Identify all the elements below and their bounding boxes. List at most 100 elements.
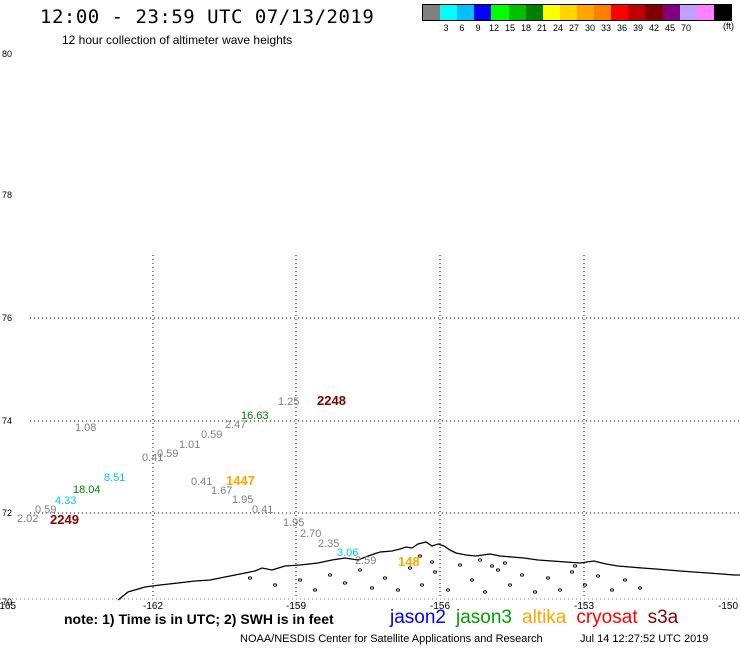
wave-height-value: 148	[398, 554, 420, 569]
legend-tick-label: 6	[459, 23, 465, 33]
legend-swatch	[713, 5, 731, 20]
legend-swatch	[559, 5, 577, 20]
wave-height-value: 16.63	[241, 410, 269, 422]
credit-line: NOAA/NESDIS Center for Satellite Applica…	[240, 633, 543, 645]
lake-mark	[417, 554, 423, 558]
legend-swatch	[491, 5, 509, 20]
wave-height-value: 1447	[226, 473, 255, 488]
lake-mark	[469, 578, 475, 582]
legend-swatch	[423, 5, 441, 20]
legend-tick-label: 30	[584, 23, 595, 33]
lake-mark	[637, 586, 643, 590]
lake-mark	[327, 573, 333, 577]
wave-height-value: 0.41	[142, 452, 163, 464]
wave-height-value: 2.35	[318, 538, 339, 550]
longitude-label: -153	[574, 601, 594, 612]
wave-height-value: 3.06	[337, 547, 358, 559]
legend-swatch	[679, 5, 697, 20]
wave-height-value: 2248	[317, 393, 346, 408]
legend-tick-label: 12	[488, 23, 499, 33]
map-grid: 80 78 76 74 72 70-165 -162 -159 -156 -153 -150	[0, 49, 740, 612]
lake-mark	[519, 573, 525, 577]
legend-swatch	[611, 5, 629, 20]
legend-tick-label: 15	[504, 23, 515, 33]
legend-swatch	[508, 5, 526, 20]
wave-height-value: 2249	[50, 512, 79, 527]
lake-mark	[572, 564, 578, 568]
legend-tick-label: 9	[475, 23, 481, 33]
lake-mark	[445, 588, 451, 592]
legend-swatch	[542, 5, 560, 20]
lake-mark	[419, 583, 425, 587]
lake-mark	[557, 588, 563, 592]
latitude-label: 72	[2, 508, 12, 518]
wave-height-value: 2.02	[17, 513, 38, 525]
lake-mark	[477, 558, 483, 562]
legend-tick-label: 18	[520, 23, 531, 33]
legend-swatch	[645, 5, 663, 20]
latitude-label: 80	[2, 49, 12, 59]
lake-mark	[507, 583, 513, 587]
lake-mark	[297, 578, 303, 582]
footnote: note: 1) Time is in UTC; 2) SWH is in fe…	[64, 611, 334, 627]
satellite-label-jason3: jason3	[456, 607, 512, 628]
lake-mark	[582, 583, 588, 587]
wave-height-value: 0.59	[201, 429, 222, 441]
lake-mark	[595, 574, 601, 578]
longitude-label: -162	[143, 601, 163, 612]
wave-height-value: 2.59	[355, 555, 376, 567]
wave-height-value: 0.59	[157, 448, 178, 460]
lake-mark	[342, 581, 348, 585]
wave-height-value: 2.70	[300, 528, 321, 540]
legend-swatch	[457, 5, 475, 20]
lake-mark	[532, 590, 538, 594]
lake-mark	[495, 568, 501, 572]
lake-mark	[312, 588, 318, 592]
lake-mark	[357, 568, 363, 572]
legend-swatch	[440, 5, 458, 20]
legend-tick-label: 70	[680, 23, 691, 33]
map-title: 12:00 - 23:59 UTC 07/13/2019	[40, 6, 375, 28]
lake-mark	[489, 564, 495, 568]
wave-height-value: 1.95	[232, 494, 253, 506]
lake-mark	[545, 576, 551, 580]
satellite-label-jason2: jason2	[390, 607, 446, 628]
wave-height-labels: 22492.020.594.3318.048.511.080.410.591.0…	[17, 393, 420, 569]
legend-unit: (ft)	[723, 21, 734, 31]
wave-height-value: 1.01	[179, 439, 200, 451]
satellite-label-altika: altika	[522, 607, 567, 628]
lake-mark	[457, 563, 463, 567]
wave-height-value: 0.41	[191, 476, 212, 488]
latitude-label: 76	[2, 313, 12, 323]
legend-tick-label: 24	[552, 23, 563, 33]
wave-height-value: 1.67	[211, 485, 232, 497]
lake-mark	[429, 560, 435, 564]
lake-mark	[272, 583, 278, 587]
longitude-label: -159	[286, 601, 306, 612]
lake-mark	[482, 590, 488, 594]
legend-swatch	[525, 5, 543, 20]
legend-labels: 3 6 9 12 15 18 21 24 27 30 33 36 39 42 45 70	[422, 23, 732, 37]
coastline-path	[117, 541, 740, 601]
legend-swatches	[422, 4, 732, 21]
legend-swatch	[662, 5, 680, 20]
legend-tick-label: 3	[443, 23, 449, 33]
longitude-label: -156	[430, 601, 450, 612]
wave-height-value: 1.95	[283, 517, 304, 529]
coastal-lakes	[247, 554, 643, 594]
wave-height-value: 2.47	[225, 419, 246, 431]
lake-mark	[247, 576, 253, 580]
wave-height-value: 18.04	[73, 484, 101, 496]
legend-swatch	[628, 5, 646, 20]
lake-mark	[407, 566, 413, 570]
color-legend: 3 6 9 12 15 18 21 24 27 30 33 36 39 42 45 70 (ft)	[422, 4, 734, 38]
satellite-label-cryosat: cryosat	[576, 607, 638, 628]
legend-tick-label: 33	[600, 23, 611, 33]
latitude-label: 74	[2, 416, 12, 426]
wave-height-value: 4.33	[55, 495, 76, 507]
satellite-legend: jason2 jason3 altika cryosat s3a	[390, 607, 688, 629]
wave-height-value: 1.25	[278, 396, 299, 408]
satellite-label-s3a: s3a	[647, 607, 679, 628]
legend-swatch	[576, 5, 595, 20]
